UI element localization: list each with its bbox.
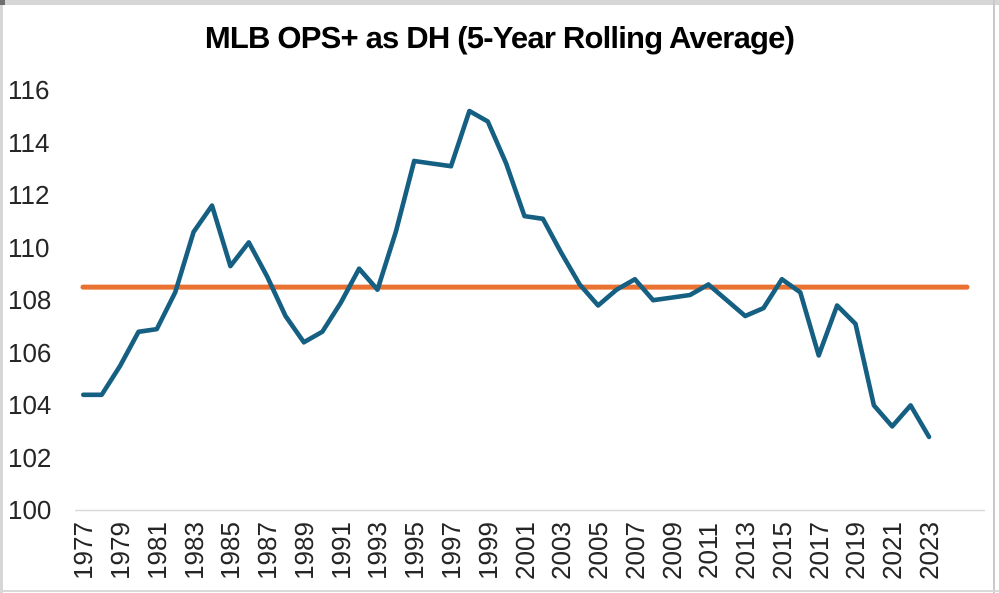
x-tick-label: 2013: [730, 522, 761, 580]
y-tick-label: 116: [8, 75, 50, 105]
y-tick-label: 106: [8, 337, 52, 368]
x-tick-label: 2005: [583, 522, 614, 580]
x-tick-label: 2017: [803, 522, 834, 580]
x-tick-label: 2021: [877, 522, 908, 580]
x-tick-label: 2009: [656, 522, 687, 580]
x-tick-label: 1995: [399, 522, 430, 580]
ops-series-line: [81, 108, 932, 440]
y-tick-label: 100: [8, 495, 52, 526]
x-tick-label: 2015: [766, 522, 797, 580]
x-tick-label: 1983: [178, 522, 209, 580]
y-tick-label: 108: [8, 285, 52, 316]
x-tick-label: 2003: [546, 522, 577, 580]
x-tick-label: 2007: [619, 522, 650, 580]
x-tick-label: 2011: [693, 523, 724, 579]
x-tick-label: 2023: [914, 522, 944, 580]
frame-border-bottom: [0, 590, 999, 592]
x-tick-label: 2019: [840, 522, 871, 580]
frame-corner-mark: [0, 0, 5, 5]
x-tick-label: 1999: [472, 522, 503, 580]
x-tick-label: 1979: [105, 522, 136, 580]
x-tick-label: 1989: [288, 522, 319, 580]
x-tick-label: 1977: [68, 522, 99, 580]
frame-border-right: [993, 0, 995, 593]
x-tick-label: 1993: [362, 522, 393, 580]
x-tick-label: 1991: [325, 522, 356, 580]
y-tick-label: 102: [8, 442, 52, 473]
y-tick-label: 114: [8, 127, 50, 158]
x-tick-label: 2001: [509, 522, 540, 580]
frame-border-left: [0, 0, 3, 593]
x-tick-label: 1985: [215, 522, 246, 580]
y-tick-label: 110: [8, 232, 50, 263]
x-tick-label: 1997: [436, 522, 466, 580]
frame-border-top: [0, 0, 999, 5]
x-tick-label: 1981: [141, 522, 172, 580]
y-tick-label: 104: [8, 390, 52, 421]
chart-title: MLB OPS+ as DH (5-Year Rolling Average): [204, 20, 795, 55]
x-tick-label: 1987: [252, 522, 283, 580]
y-tick-label: 112: [8, 180, 50, 211]
